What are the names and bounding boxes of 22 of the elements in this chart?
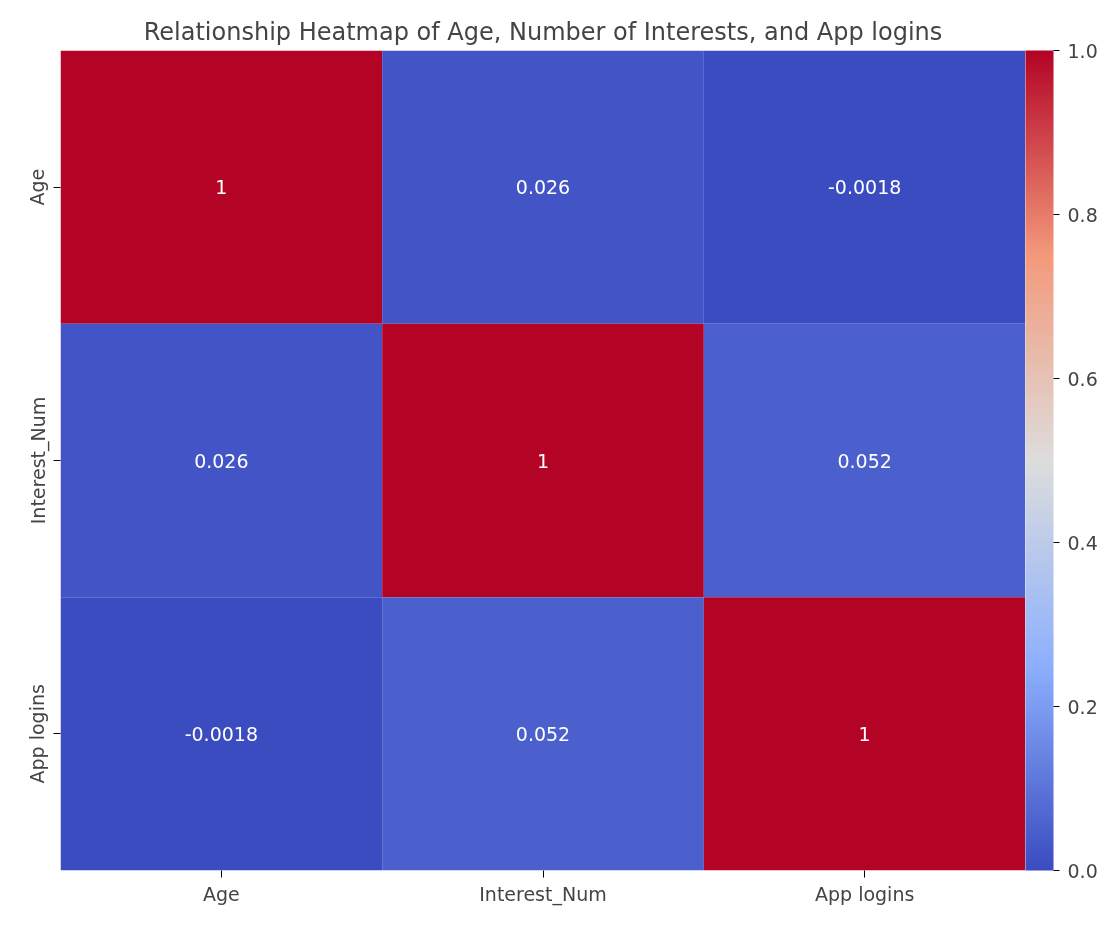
- data-label: -0.0018: [184, 722, 259, 745]
- data-label: 1: [858, 722, 871, 745]
- color-bar-label: 0.0: [1067, 859, 1098, 882]
- color-bar-label: 0.2: [1067, 695, 1098, 718]
- x-tick-label: App logins: [815, 882, 915, 905]
- data-label: 0.052: [515, 722, 571, 745]
- data-label: -0.0018: [828, 176, 902, 199]
- color-bar-label: 0.8: [1067, 203, 1098, 226]
- chart-title: Relationship Heatmap of Age, Number of Interests, and App logins: [143, 17, 943, 46]
- y-tick-label: Age: [26, 168, 49, 206]
- color-bar-label: 0.4: [1067, 531, 1098, 554]
- color-bar-label: 1.0: [1067, 39, 1098, 62]
- data-label: 0.026: [194, 449, 249, 472]
- y-tick-label: Interest_Num: [26, 396, 50, 525]
- color-bar-label: 0.6: [1067, 367, 1098, 390]
- data-label: 0.026: [515, 176, 571, 199]
- data-label: 1: [536, 449, 550, 472]
- y-tick-label: App logins: [26, 684, 49, 784]
- x-tick-label: Age: [202, 882, 240, 905]
- data-label: 1: [215, 176, 228, 199]
- x-tick-label: Interest_Num: [479, 882, 607, 906]
- data-label: 0.052: [837, 449, 892, 472]
